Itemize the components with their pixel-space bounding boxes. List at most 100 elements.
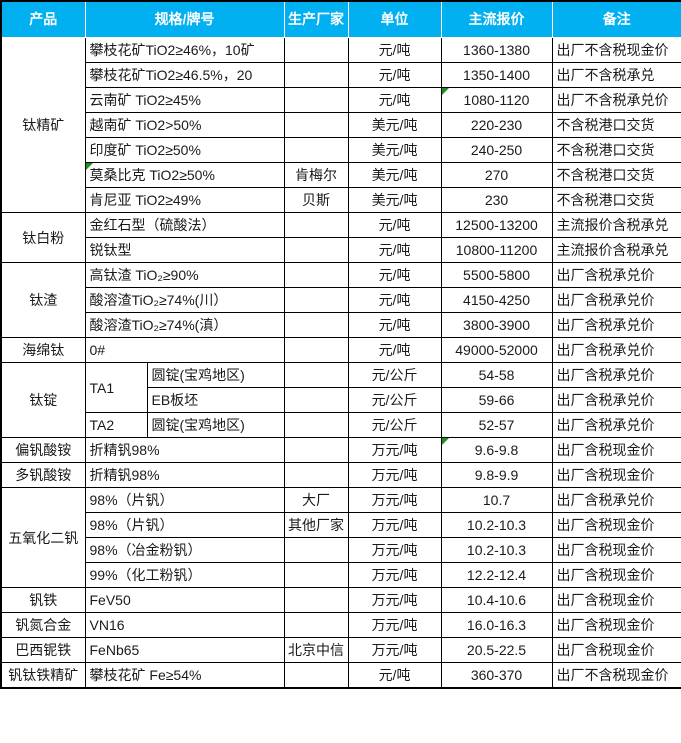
table-row: 酸溶渣TiO₂≥74%(滇） 元/吨 3800-3900 出厂含税承兑价 bbox=[1, 312, 681, 338]
cell-note: 出厂含税承兑价 bbox=[551, 337, 681, 363]
cell-price: 360-370 bbox=[440, 662, 553, 689]
cell-maker: 贝斯 bbox=[283, 187, 349, 213]
table-row: 钛锭 TA1 圆锭(宝鸡地区) 元/公斤 54-58 出厂含税承兑价 bbox=[0, 362, 681, 438]
cell-spec-form: 圆锭(宝鸡地区) bbox=[146, 412, 285, 438]
cell-spec-form: EB板坯 bbox=[146, 387, 285, 413]
cell-spec: 莫桑比克 TiO2≥50% bbox=[84, 162, 285, 188]
cell-unit: 万元/吨 bbox=[347, 462, 442, 488]
cell-unit: 元/吨 bbox=[347, 237, 442, 263]
cell-note: 出厂含税承兑价 bbox=[551, 287, 681, 313]
cell-spec: 云南矿 TiO2≥45% bbox=[84, 87, 285, 113]
cell-unit: 元/吨 bbox=[347, 37, 442, 63]
cell-price: 1350-1400 bbox=[440, 62, 553, 88]
cell-product: 钛锭 bbox=[0, 362, 86, 438]
cell-spec: 98%（片钒） bbox=[84, 512, 285, 538]
cell-note: 出厂含税现金价 bbox=[551, 637, 681, 663]
cell-unit: 万元/吨 bbox=[347, 637, 442, 663]
table-row: 海绵钛 0# 元/吨 49000-52000 出厂含税承兑价 bbox=[0, 337, 681, 363]
cell-spec: 0# bbox=[84, 337, 285, 363]
cell-spec: 99%（化工粉钒） bbox=[84, 562, 285, 588]
table-row: 钛渣 高钛渣 TiO₂≥90% 元/吨 5500-5800 出厂含税承兑价 bbox=[0, 262, 681, 338]
cell-maker bbox=[283, 612, 349, 638]
cell-note: 出厂不含税承兑价 bbox=[551, 87, 681, 113]
col-header-note: 备注 bbox=[551, 0, 681, 38]
table-row: 越南矿 TiO2>50% 美元/吨 220-230 不含税港口交货 bbox=[1, 112, 681, 138]
cell-maker bbox=[283, 87, 349, 113]
cell-price: 4150-4250 bbox=[440, 287, 553, 313]
cell-spec: 攀枝花矿TiO2≥46%，10矿 bbox=[84, 37, 285, 63]
table-row: 钒铁 FeV50 万元/吨 10.4-10.6 出厂含税现金价 bbox=[0, 587, 681, 613]
cell-unit: 元/吨 bbox=[347, 262, 442, 288]
cell-product: 偏钒酸铵 bbox=[0, 437, 86, 463]
cell-unit: 美元/吨 bbox=[347, 162, 442, 188]
cell-unit: 元/吨 bbox=[347, 62, 442, 88]
cell-note: 不含税港口交货 bbox=[551, 137, 681, 163]
cell-note: 主流报价含税承兑 bbox=[551, 237, 681, 263]
cell-unit: 万元/吨 bbox=[347, 437, 442, 463]
cell-price: 230 bbox=[440, 187, 553, 213]
cell-price: 54-58 bbox=[440, 362, 553, 388]
cell-spec: 越南矿 TiO2>50% bbox=[84, 112, 285, 138]
cell-note: 出厂含税承兑价 bbox=[551, 262, 681, 288]
cell-note: 出厂含税现金价 bbox=[551, 587, 681, 613]
cell-unit: 万元/吨 bbox=[347, 562, 442, 588]
cell-price: 5500-5800 bbox=[440, 262, 553, 288]
cell-maker bbox=[283, 312, 349, 338]
col-header-unit: 单位 bbox=[347, 0, 442, 38]
col-header-spec: 规格/牌号 bbox=[84, 0, 285, 38]
cell-unit: 元/公斤 bbox=[347, 412, 442, 438]
cell-price: 12500-13200 bbox=[440, 212, 553, 238]
cell-price: 220-230 bbox=[440, 112, 553, 138]
cell-unit: 元/吨 bbox=[347, 312, 442, 338]
table-row: 99%（化工粉钒） 万元/吨 12.2-12.4 出厂含税现金价 bbox=[1, 562, 681, 588]
cell-price: 20.5-22.5 bbox=[440, 637, 553, 663]
table-row: 钒氮合金 VN16 万元/吨 16.0-16.3 出厂含税现金价 bbox=[0, 612, 681, 638]
cell-price: 270 bbox=[440, 162, 553, 188]
cell-spec: 98%（冶金粉钒） bbox=[84, 537, 285, 563]
cell-maker bbox=[283, 362, 349, 388]
cell-unit: 万元/吨 bbox=[347, 512, 442, 538]
cell-product: 钛渣 bbox=[0, 262, 86, 338]
cell-note: 出厂含税现金价 bbox=[551, 437, 681, 463]
table-row: 五氧化二钒 98%（片钒） 大厂 万元/吨 10.7 出厂含税承兑价 bbox=[0, 487, 681, 588]
cell-unit: 美元/吨 bbox=[347, 137, 442, 163]
cell-price: 9.8-9.9 bbox=[440, 462, 553, 488]
cell-note: 出厂含税现金价 bbox=[551, 562, 681, 588]
cell-note: 不含税港口交货 bbox=[551, 187, 681, 213]
table-row: 钒钛铁精矿 攀枝花矿 Fe≥54% 元/吨 360-370 出厂不含税现金价 bbox=[0, 662, 681, 689]
cell-spec: VN16 bbox=[84, 612, 285, 638]
cell-maker bbox=[283, 662, 349, 689]
cell-maker bbox=[283, 112, 349, 138]
cell-maker bbox=[283, 212, 349, 238]
cell-maker bbox=[283, 137, 349, 163]
cell-spec-grade: TA2 bbox=[84, 412, 148, 438]
cell-maker bbox=[283, 412, 349, 438]
cell-product: 钒铁 bbox=[0, 587, 86, 613]
cell-maker: 肯梅尔 bbox=[283, 162, 349, 188]
price-table: 产品 规格/牌号 生产厂家 单位 主流报价 备注 钛精矿 攀枝花矿TiO2≥46%… bbox=[0, 0, 681, 689]
cell-price: 9.6-9.8 bbox=[440, 437, 553, 463]
cell-maker bbox=[283, 262, 349, 288]
cell-price: 1080-1120 bbox=[440, 87, 553, 113]
cell-unit: 万元/吨 bbox=[347, 612, 442, 638]
cell-spec: 折精钒98% bbox=[84, 462, 285, 488]
table-body: 钛精矿 攀枝花矿TiO2≥46%，10矿 元/吨 1360-1380 出厂不含税现金价攀… bbox=[0, 37, 681, 689]
cell-maker bbox=[283, 537, 349, 563]
cell-note: 不含税港口交货 bbox=[551, 112, 681, 138]
cell-note: 出厂含税承兑价 bbox=[551, 487, 681, 513]
table-row: 98%（片钒） 其他厂家 万元/吨 10.2-10.3 出厂含税现金价 bbox=[1, 512, 681, 538]
cell-price: 1360-1380 bbox=[440, 37, 553, 63]
cell-spec: 金红石型（硫酸法） bbox=[84, 212, 285, 238]
cell-maker bbox=[283, 562, 349, 588]
cell-product: 钒钛铁精矿 bbox=[0, 662, 86, 689]
cell-spec: FeNb65 bbox=[84, 637, 285, 663]
cell-note: 出厂含税承兑价 bbox=[551, 312, 681, 338]
table-row: 钛白粉 金红石型（硫酸法） 元/吨 12500-13200 主流报价含税承兑 bbox=[0, 212, 681, 263]
cell-unit: 万元/吨 bbox=[347, 487, 442, 513]
cell-note: 不含税港口交货 bbox=[551, 162, 681, 188]
cell-unit: 美元/吨 bbox=[347, 112, 442, 138]
cell-note: 出厂含税现金价 bbox=[551, 612, 681, 638]
cell-price: 10.2-10.3 bbox=[440, 512, 553, 538]
cell-spec: 肯尼亚 TiO2≥49% bbox=[84, 187, 285, 213]
cell-spec: 印度矿 TiO2≥50% bbox=[84, 137, 285, 163]
